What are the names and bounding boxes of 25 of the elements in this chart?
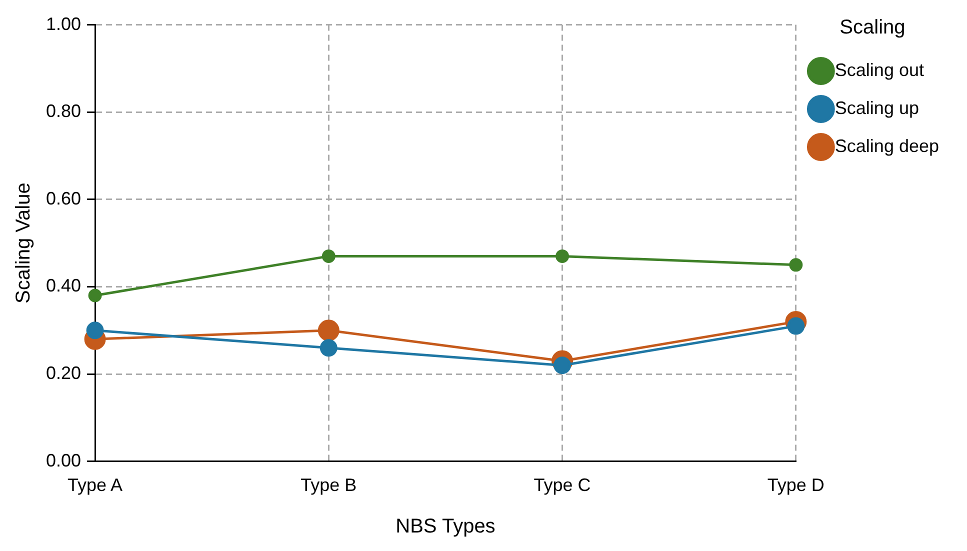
y-tick-label: 0.40 [46,276,82,296]
point [320,339,338,357]
y-tick-label: 0.00 [46,450,82,470]
point [88,288,102,302]
y-tick-label: 0.80 [46,101,82,122]
x-tick-label: Type B [300,475,357,496]
point [86,322,104,340]
legend-label: Scaling up [834,98,919,118]
x-tick-label: Type D [767,475,824,496]
x-tick-label: Type C [534,475,591,496]
x-axis-title: NBS Types [396,516,496,538]
y-tick-label: 0.20 [46,363,82,384]
point [318,320,340,342]
point [787,317,805,335]
point [322,249,336,263]
y-axis-title: Scaling Value [12,182,35,304]
legend-label: Scaling deep [834,136,940,156]
point [789,258,803,272]
y-tick-label: 1.00 [46,14,82,34]
point [556,249,570,263]
y-tick-label: 0.60 [46,188,82,208]
legend-label: Scaling out [834,60,924,80]
point [554,356,572,374]
legend-title: Scaling [840,16,906,39]
x-tick-label: Type A [68,475,123,496]
